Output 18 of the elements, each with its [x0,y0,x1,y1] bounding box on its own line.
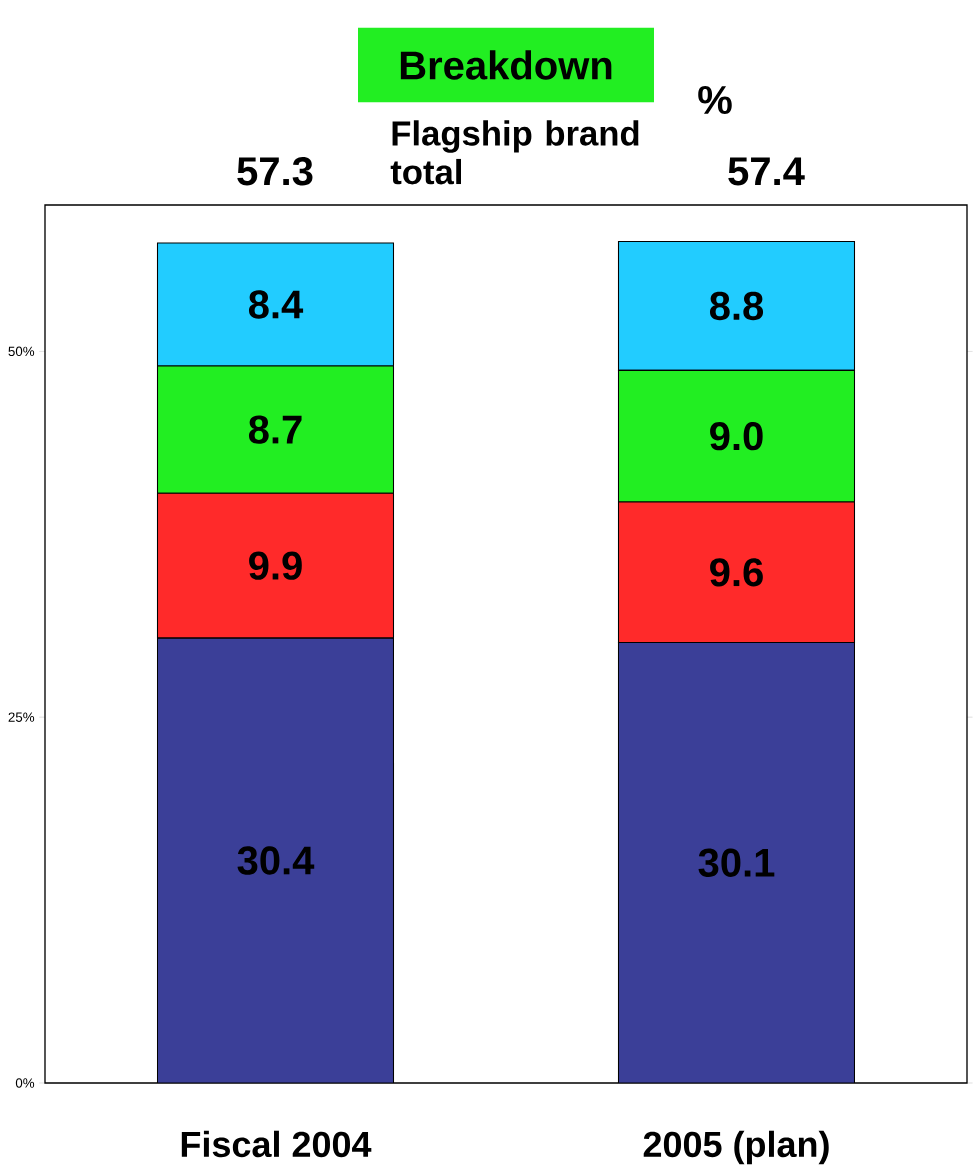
text: 9.6 [710,558,763,587]
text: % [698,85,732,115]
text: 9.9 [249,551,302,580]
text: 8.8 [710,291,764,321]
total-label: 57.3 [237,157,313,186]
text: 8.4 [249,290,304,319]
total-label: 57.4 [728,157,805,186]
text: 9.0 [710,422,763,451]
y-tick-label: 25% [8,712,35,722]
x-tick-label: Fiscal 2004 [181,1130,372,1158]
y-tick-label: 50% [8,346,35,357]
text: 30.1 [698,848,775,877]
chart-title: Breakdown [400,50,612,80]
y-tick-label: 0% [15,1078,35,1088]
text: Flagship brand total [390,120,639,185]
text: 30.4 [237,846,315,875]
text: 8.7 [249,415,302,444]
x-tick-label: 2005 (plan) [643,1130,829,1165]
